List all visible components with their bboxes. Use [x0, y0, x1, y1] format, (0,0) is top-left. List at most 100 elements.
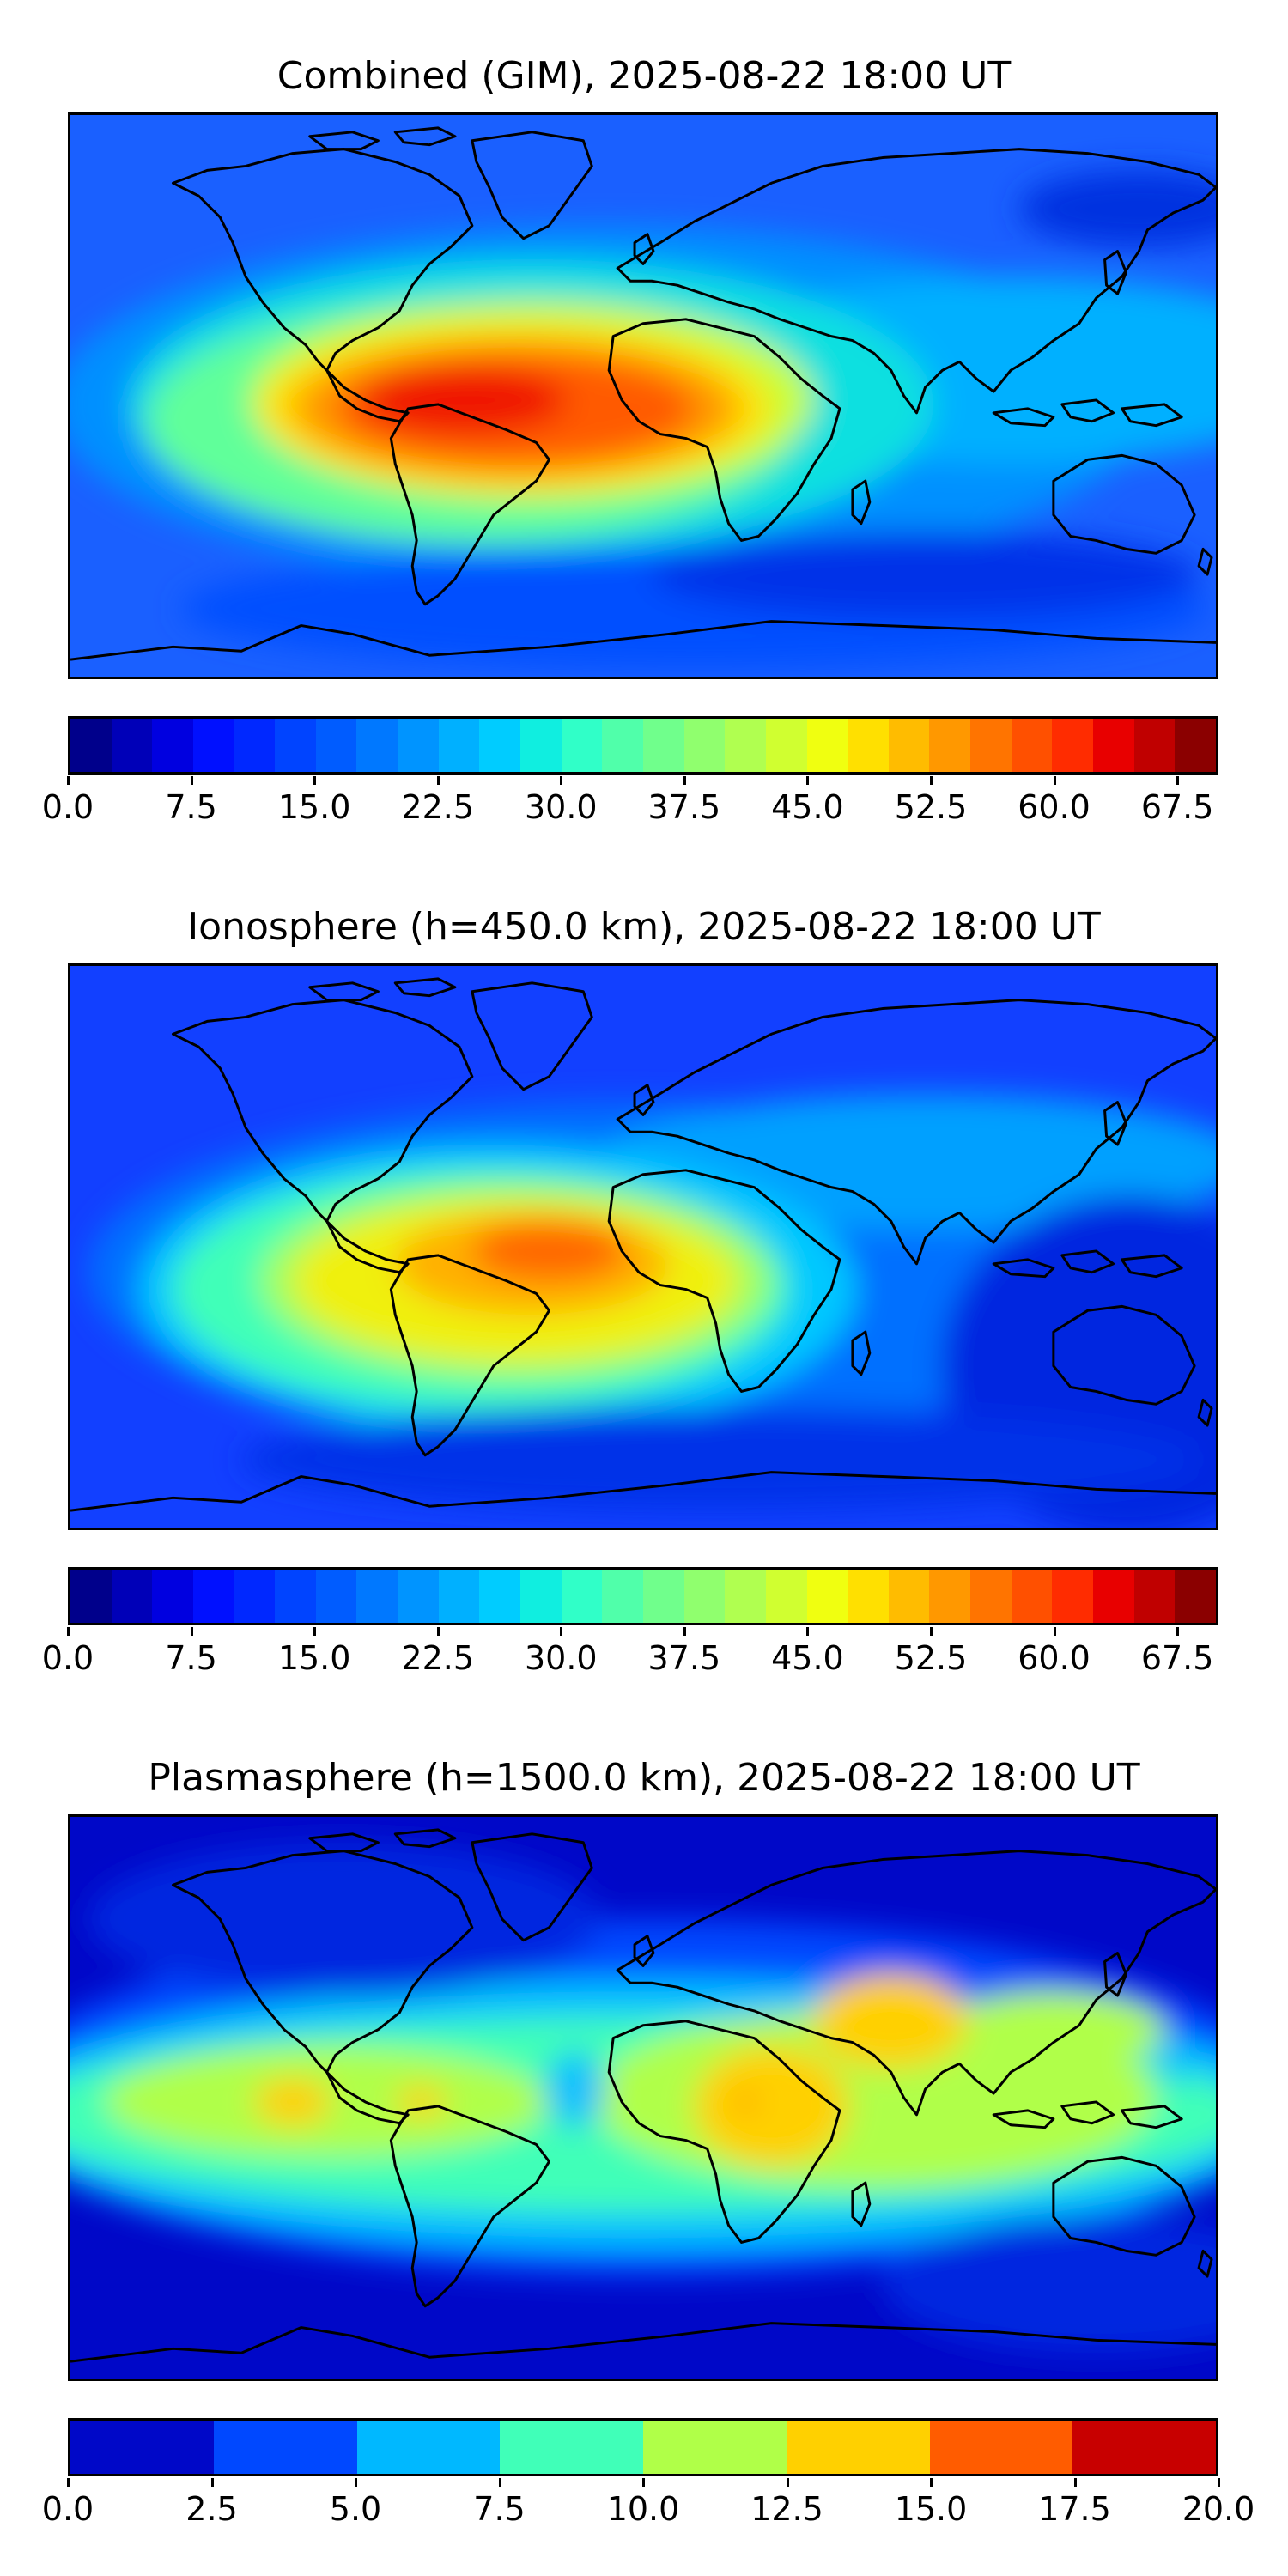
- colorbar-swatch: [1052, 1570, 1094, 1623]
- colorbar-plasmasphere: [68, 2418, 1218, 2476]
- colorbar-tick-label: 7.5: [123, 1627, 260, 1677]
- colorbar-tick-label: 37.5: [616, 776, 753, 826]
- colorbar-swatch: [234, 719, 276, 772]
- colorbar-ionosphere: [68, 1567, 1218, 1625]
- colorbar-swatch: [765, 719, 807, 772]
- map-plasmasphere: [68, 1814, 1218, 2381]
- colorbar-swatch: [929, 1570, 971, 1623]
- colorbar-swatch: [398, 719, 439, 772]
- colorbar-swatch: [479, 1570, 521, 1623]
- colorbar-swatch: [683, 1570, 726, 1623]
- colorbar-swatch: [479, 719, 521, 772]
- colorbar-swatch: [725, 1570, 766, 1623]
- colorbar-swatch: [806, 1570, 848, 1623]
- panel-title-ionosphere: Ionosphere (h=450.0 km), 2025-08-22 18:0…: [187, 905, 1101, 949]
- colorbar-swatch: [111, 719, 153, 772]
- colorbar-swatch: [848, 719, 889, 772]
- colorbar-swatch: [70, 2421, 214, 2474]
- colorbar-swatch: [356, 2421, 501, 2474]
- colorbar-swatch: [192, 1570, 234, 1623]
- colorbar-swatch: [315, 1570, 357, 1623]
- field-region: [738, 2093, 753, 2111]
- colorbar-swatch: [602, 1570, 643, 1623]
- colorbar-swatch: [1093, 1570, 1134, 1623]
- colorbar-tick-label: 20.0: [1150, 2478, 1287, 2528]
- colorbar-tick-label: 52.5: [862, 1627, 999, 1677]
- colorbar-tick-label: 22.5: [369, 776, 507, 826]
- colorbar-tick-label: 7.5: [123, 776, 260, 826]
- colorbar-swatch: [1011, 1570, 1053, 1623]
- colorbar-swatch: [234, 1570, 276, 1623]
- field-region: [87, 1842, 601, 1996]
- colorbar-tick-label: 45.0: [738, 776, 876, 826]
- colorbar-tick-label: 15.0: [246, 776, 383, 826]
- colorbar-tick-label: 12.5: [719, 2478, 856, 2528]
- colorbar-swatch: [888, 1570, 930, 1623]
- colorbar-swatch: [642, 1570, 684, 1623]
- colorbar-swatch: [1011, 719, 1053, 772]
- colorbar-swatch: [398, 1570, 439, 1623]
- colorbar-tick-label: 67.5: [1109, 776, 1246, 826]
- colorbar-tick-label: 45.0: [738, 1627, 876, 1677]
- colorbar-swatch: [152, 719, 193, 772]
- colorbar-tick-label: 37.5: [616, 1627, 753, 1677]
- colorbar-tick-label: 5.0: [287, 2478, 424, 2528]
- colorbar-swatch: [520, 719, 562, 772]
- colorbar-swatch: [642, 719, 684, 772]
- colorbar-swatch: [725, 719, 766, 772]
- map-ionosphere: [68, 963, 1218, 1530]
- colorbar-swatch: [561, 1570, 603, 1623]
- colorbar-tick-label: 22.5: [369, 1627, 507, 1677]
- colorbar-tick-label: 67.5: [1109, 1627, 1246, 1677]
- colorbar-tick-label: 30.0: [492, 1627, 629, 1677]
- colorbar-tick-label: 15.0: [246, 1627, 383, 1677]
- colorbar-swatch: [643, 2421, 787, 2474]
- colorbar-tick-label: 0.0: [0, 2478, 137, 2528]
- colorbar-tick-label: 0.0: [0, 776, 137, 826]
- colorbar-swatch: [683, 719, 726, 772]
- field-region: [241, 1408, 1200, 1511]
- colorbar-swatch: [1175, 1570, 1216, 1623]
- colorbar-swatch: [970, 719, 1012, 772]
- field-region: [1161, 2060, 1186, 2085]
- field-region: [1019, 170, 1216, 247]
- colorbar-swatch: [765, 1570, 807, 1623]
- field-region: [814, 1974, 969, 2069]
- colorbar-swatch: [561, 719, 603, 772]
- colorbar-swatch: [275, 1570, 316, 1623]
- colorbar-swatch: [500, 2421, 643, 2474]
- colorbar-swatch: [152, 1570, 193, 1623]
- colorbar-swatch: [275, 719, 316, 772]
- colorbar-tick-label: 7.5: [431, 2478, 568, 2528]
- colorbar-swatch: [111, 1570, 153, 1623]
- colorbar-swatch: [1175, 719, 1216, 772]
- colorbar-swatch: [929, 2421, 1073, 2474]
- colorbar-tick-label: 2.5: [143, 2478, 281, 2528]
- colorbar-swatch: [70, 1570, 112, 1623]
- colorbar-swatch: [848, 1570, 889, 1623]
- panel-title-plasmasphere: Plasmasphere (h=1500.0 km), 2025-08-22 1…: [148, 1756, 1140, 1800]
- colorbar-swatch: [438, 719, 480, 772]
- colorbar-tick-label: 17.5: [1006, 2478, 1144, 2528]
- colorbar-swatch: [1052, 719, 1094, 772]
- colorbar-swatch: [356, 719, 398, 772]
- colorbar-swatch: [602, 719, 643, 772]
- colorbar-tick-label: 0.0: [0, 1627, 137, 1677]
- colorbar-tick-label: 15.0: [862, 2478, 999, 2528]
- field-region: [694, 2046, 848, 2166]
- colorbar-swatch: [970, 1570, 1012, 1623]
- colorbar-tick-label: 60.0: [986, 776, 1123, 826]
- field-region: [942, 1991, 1165, 2069]
- colorbar-tick-label: 10.0: [574, 2478, 712, 2528]
- colorbar-swatch: [1093, 719, 1134, 772]
- colorbar-swatch: [192, 719, 234, 772]
- field-region: [651, 532, 1200, 617]
- field-region: [471, 1221, 627, 1281]
- colorbar-swatch: [356, 1570, 398, 1623]
- colorbar-swatch: [438, 1570, 480, 1623]
- colorbar-combined: [68, 716, 1218, 775]
- colorbar-swatch: [786, 2421, 930, 2474]
- field-region: [254, 2078, 331, 2126]
- map-combined: [68, 112, 1218, 679]
- panel-title-combined: Combined (GIM), 2025-08-22 18:00 UT: [276, 54, 1012, 98]
